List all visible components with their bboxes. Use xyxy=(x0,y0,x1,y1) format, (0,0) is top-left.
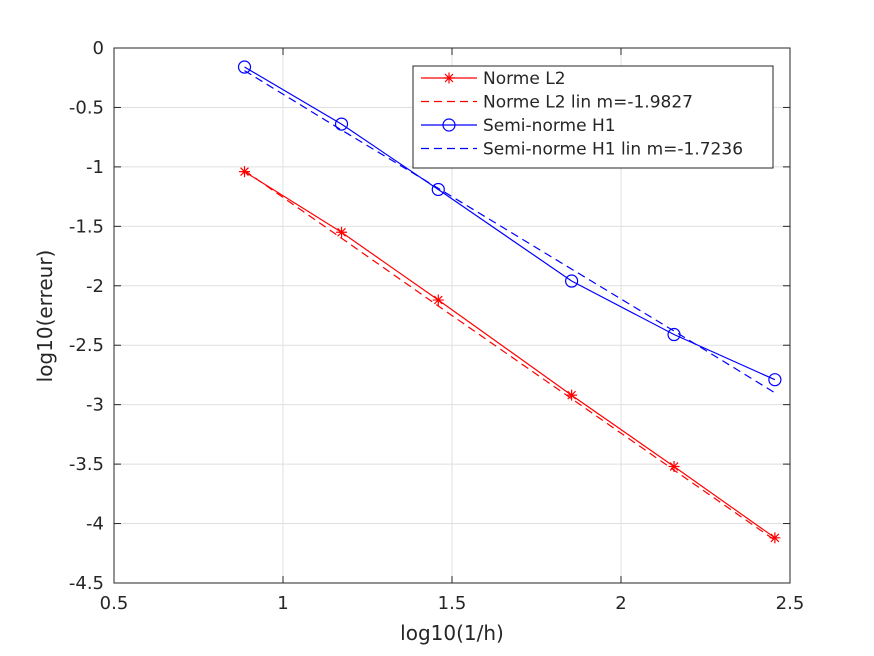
data-point xyxy=(668,460,680,472)
axes-box xyxy=(113,47,791,584)
series-line xyxy=(244,170,776,541)
legend-marker xyxy=(442,118,456,132)
y-tick-label: -1.5 xyxy=(69,216,104,237)
data-point xyxy=(237,60,252,74)
axes-frame xyxy=(113,47,791,584)
y-tick-label: 0 xyxy=(93,38,104,59)
series-3 xyxy=(244,70,776,394)
data-point xyxy=(431,182,445,197)
legend-label: Semi-norme H1 lin m=-1.7236 xyxy=(483,140,743,160)
x-tick-label: 2 xyxy=(615,593,626,614)
series-1 xyxy=(244,170,776,541)
y-tick-label: -4.5 xyxy=(69,573,104,594)
legend-box xyxy=(412,65,774,169)
x-tick-label: 0.5 xyxy=(100,593,129,614)
data-point xyxy=(566,389,578,401)
series-line xyxy=(244,70,776,394)
legend-marker xyxy=(443,72,455,84)
y-tick-label: -2 xyxy=(86,276,104,297)
y-tick-label: -4 xyxy=(86,514,104,535)
legend-label: Norme L2 xyxy=(483,69,566,89)
data-point xyxy=(565,274,579,288)
y-tick-label: -1 xyxy=(86,157,104,178)
series-2 xyxy=(237,60,782,387)
y-axis-label: log10(erreur) xyxy=(33,250,57,383)
y-tick-label: -3 xyxy=(86,395,104,416)
y-tick-label: -3.5 xyxy=(69,454,104,475)
data-point xyxy=(769,532,781,544)
legend: Norme L2 Norme L2 lin m=-1.9827 Semi-norme… xyxy=(412,65,774,169)
x-tick-label: 1.5 xyxy=(438,593,467,614)
data-point xyxy=(239,166,251,178)
x-axis-label: log10(1/h) xyxy=(400,621,504,645)
legend-label: Semi-norme H1 xyxy=(483,116,616,136)
data-point xyxy=(768,373,782,387)
data-point xyxy=(334,117,349,131)
y-tick-label: -0.5 xyxy=(69,97,104,118)
y-tick-label: -2.5 xyxy=(69,335,104,356)
series-line xyxy=(244,171,776,539)
tick-labels: 0.5 1 1.5 2 2.5 0 -0.5 -1 -1.5 -2 -2.5 -3 -3.5 -4 -4.5 xyxy=(69,38,804,614)
data-point xyxy=(432,294,444,306)
series-0 xyxy=(239,166,781,544)
x-tick-label: 1 xyxy=(277,593,288,614)
series-line xyxy=(244,66,776,381)
legend-label: Norme L2 lin m=-1.9827 xyxy=(483,93,693,113)
series-layer xyxy=(237,60,782,544)
data-point xyxy=(336,226,348,238)
x-tick-label: 2.5 xyxy=(776,593,805,614)
